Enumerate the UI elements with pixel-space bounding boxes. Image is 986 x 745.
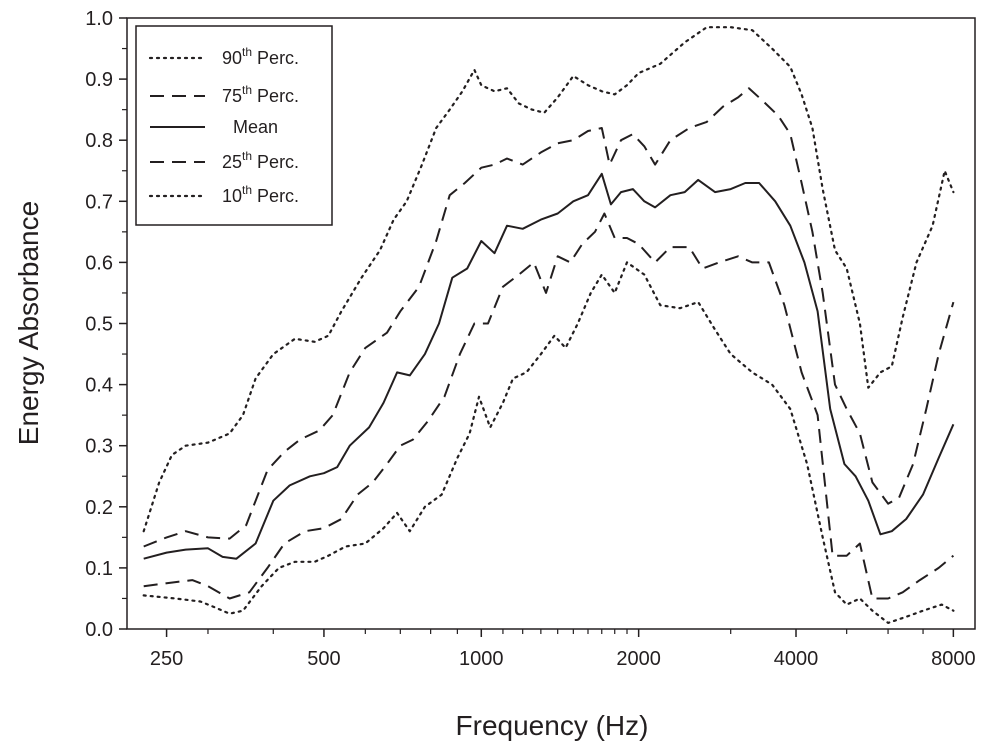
x-tick-label: 2000 (616, 648, 661, 670)
y-tick-label: 0.3 (85, 436, 113, 458)
legend-label: 25th Perc. (222, 149, 299, 172)
x-tick-label: 1000 (459, 648, 504, 670)
series-layer (142, 26, 955, 624)
y-tick-label: 0.7 (85, 191, 113, 213)
legend-label: 90th Perc. (222, 45, 299, 68)
y-tick-label: 0.0 (85, 619, 113, 641)
x-axis-title: Frequency (Hz) (456, 710, 649, 741)
legend-box (135, 25, 333, 226)
x-tick-label: 250 (150, 648, 183, 670)
y-tick-label: 0.5 (85, 314, 113, 336)
y-tick-label: 0.2 (85, 497, 113, 519)
y-tick-label: 0.1 (85, 558, 113, 580)
legend: 90th Perc. 75th Perc. Mean 25th Perc. 10th P… (135, 25, 333, 226)
series-line-25 (143, 212, 955, 600)
legend-label: 75th Perc. (222, 83, 299, 106)
legend-label: Mean (233, 117, 278, 137)
y-tick-label: 0.4 (85, 375, 113, 397)
x-tick-label: 8000 (931, 648, 976, 670)
y-tick-label: 1.0 (85, 8, 113, 30)
legend-label: 10th Perc. (222, 183, 299, 206)
y-tick-label: 0.6 (85, 252, 113, 274)
axes: 0.0 0.1 0.2 0.3 0.4 0.5 0.6 0.7 0.8 0.9 1.0 250 500 1… (85, 8, 975, 670)
series-line-75 (143, 87, 955, 548)
series-line-mean (143, 172, 955, 560)
y-tick-label: 0.8 (85, 130, 113, 152)
x-tick-label: 500 (307, 648, 340, 670)
x-tick-label: 4000 (774, 648, 819, 670)
y-axis-title: Energy Absorbance (13, 201, 44, 445)
series-line-10 (142, 261, 955, 624)
series-line-90 (142, 26, 955, 533)
y-tick-label: 0.9 (85, 69, 113, 91)
